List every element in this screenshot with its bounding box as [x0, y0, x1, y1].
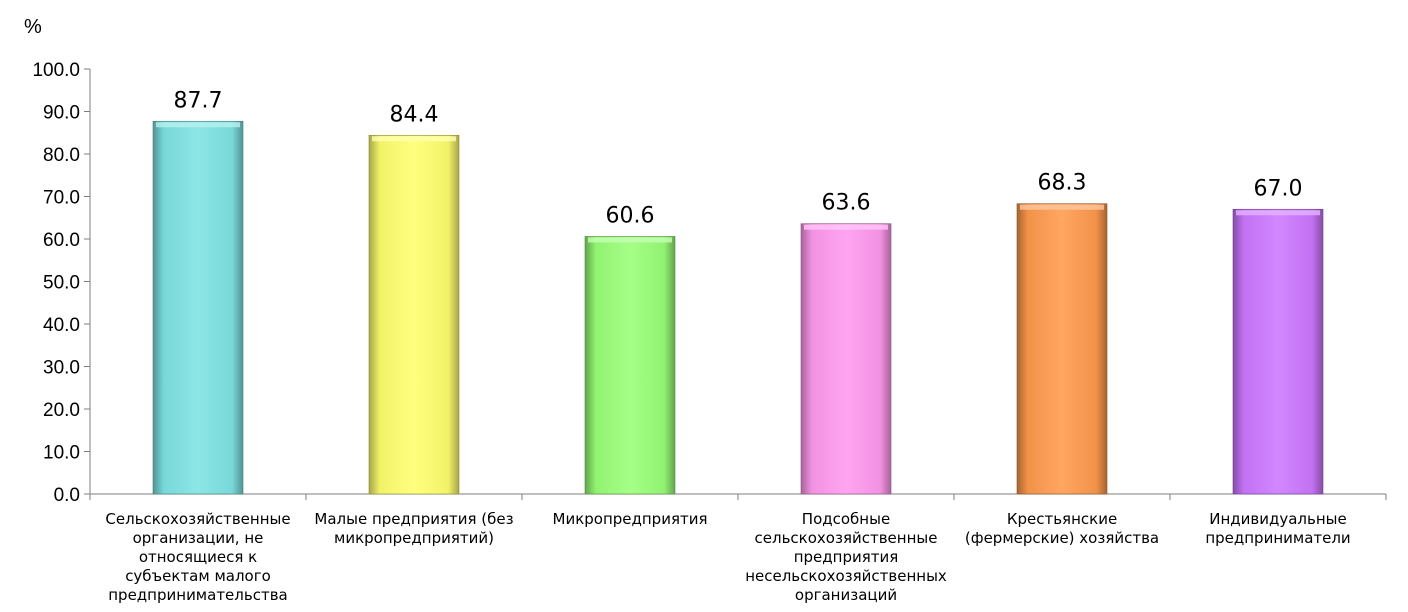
category-label: Подсобные сельскохозяйственные предприятия… — [745, 510, 947, 604]
y-tick-label: 30.0 — [43, 358, 80, 379]
bar — [800, 223, 892, 495]
y-tick-label: 20.0 — [43, 400, 80, 421]
data-labels: 87.7 84.4 60.6 63.6 68.3 67.0 — [174, 88, 1303, 228]
bar-highlight — [1020, 204, 1104, 210]
data-label: 87.7 — [174, 88, 223, 113]
y-axis: 0.0 10.0 20.0 30.0 40.0 50.0 60.0 70.0 80.0 90.0 1… — [32, 60, 91, 506]
category-label: Малые предприятия (без микропредприятий) — [314, 510, 513, 547]
bar-highlight — [156, 122, 240, 128]
y-tick-label: 50.0 — [43, 273, 80, 294]
category-label: Микропредприятия — [553, 510, 708, 528]
y-tick-label: 10.0 — [43, 443, 80, 464]
data-label: 84.4 — [390, 102, 439, 127]
y-tick-label: 40.0 — [43, 315, 80, 336]
category-label: Крестьянские (фермерские) хозяйства — [965, 510, 1159, 547]
y-tick-label: 100.0 — [32, 60, 80, 81]
y-tick-label: 70.0 — [43, 188, 80, 209]
bar-highlight — [1236, 210, 1320, 216]
bar — [152, 120, 244, 495]
y-tick-label: 0.0 — [54, 485, 80, 506]
data-label: 68.3 — [1038, 171, 1087, 196]
y-unit-label: % — [24, 16, 42, 38]
data-label: 60.6 — [606, 203, 655, 228]
data-label: 63.6 — [822, 191, 871, 216]
x-axis — [89, 493, 1387, 500]
category-labels: Сельскохозяйственные организации, не относ… — [105, 510, 1350, 604]
y-tick-label: 80.0 — [43, 145, 80, 166]
bar-highlight — [804, 224, 888, 230]
bar — [1232, 208, 1324, 495]
bars — [152, 120, 1324, 495]
bar — [1016, 203, 1108, 495]
data-label: 67.0 — [1254, 176, 1303, 201]
bar — [368, 135, 460, 495]
y-tick-label: 90.0 — [43, 103, 80, 124]
category-label: Индивидуальные предприниматели — [1205, 510, 1350, 547]
bar-highlight — [588, 237, 672, 243]
y-tick-label: 60.0 — [43, 230, 80, 251]
category-label: Сельскохозяйственные организации, не относ… — [105, 510, 290, 604]
bar-highlight — [372, 136, 456, 142]
bar — [584, 236, 676, 495]
